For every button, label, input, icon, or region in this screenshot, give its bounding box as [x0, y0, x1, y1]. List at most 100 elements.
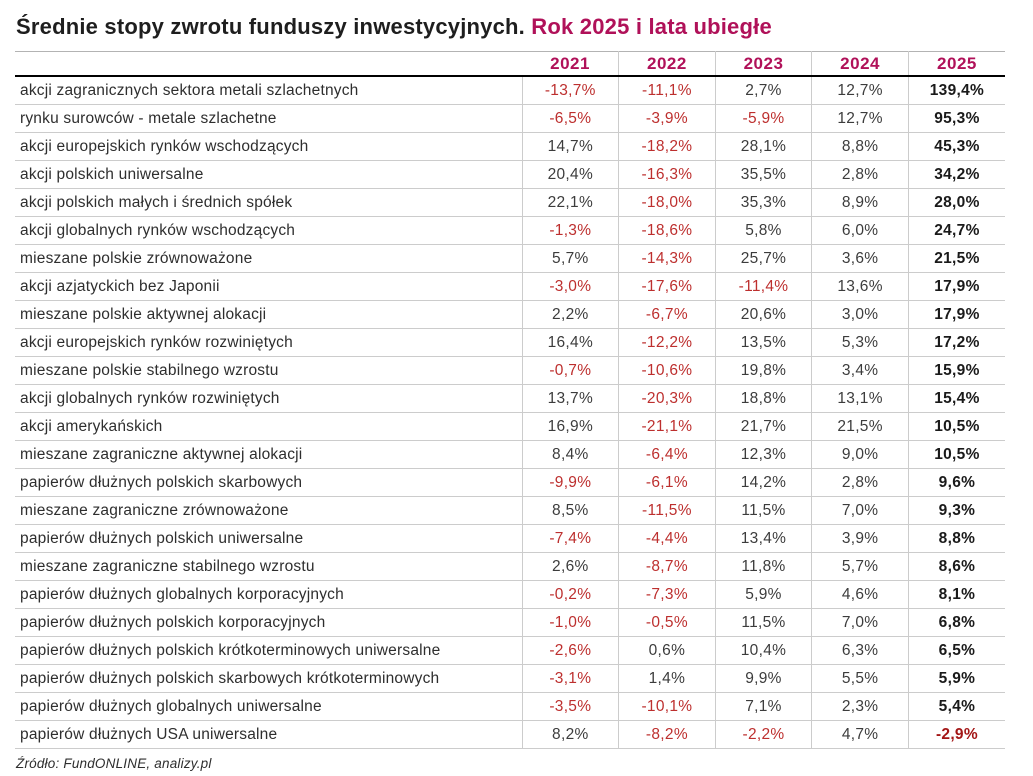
value-cell: 12,7%	[811, 76, 909, 105]
value-cell: 13,6%	[811, 272, 909, 301]
value-cell: 2,8%	[811, 468, 909, 497]
row-label: mieszane polskie zrównoważone	[15, 244, 523, 273]
table-row: mieszane zagraniczne aktywnej alokacji 8,…	[15, 440, 1005, 469]
value-cell: 21,5%	[811, 412, 909, 441]
table-row: mieszane polskie aktywnej alokacji 2,2% -6…	[15, 300, 1005, 329]
value-cell: 20,6%	[714, 300, 812, 329]
value-cell: 5,4%	[907, 692, 1005, 721]
table-row: mieszane zagraniczne stabilnego wzrostu 2…	[15, 552, 1005, 581]
value-cell: 6,3%	[811, 636, 909, 665]
value-cell: 7,0%	[811, 496, 909, 525]
value-cell: -2,2%	[714, 720, 812, 749]
value-cell: 28,1%	[714, 132, 812, 161]
table-row: papierów dłużnych polskich skarbowych kr…	[15, 664, 1005, 693]
row-label: papierów dłużnych polskich uniwersalne	[15, 524, 523, 553]
value-cell: -3,1%	[521, 664, 619, 693]
value-cell: -7,3%	[618, 580, 716, 609]
row-label: akcji polskich małych i średnich spółek	[15, 188, 523, 217]
value-cell: -10,6%	[618, 356, 716, 385]
row-label: mieszane zagraniczne stabilnego wzrostu	[15, 552, 523, 581]
value-cell: -3,0%	[521, 272, 619, 301]
value-cell: 15,4%	[907, 384, 1005, 413]
row-label: rynku surowców - metale szlachetne	[15, 104, 523, 133]
table-row: akcji globalnych rynków rozwiniętych 13,7…	[15, 384, 1005, 413]
value-cell: -5,9%	[714, 104, 812, 133]
table-row: papierów dłużnych polskich korporacyjnyc…	[15, 608, 1005, 637]
value-cell: 9,6%	[907, 468, 1005, 497]
row-label: papierów dłużnych globalnych korporacyjn…	[15, 580, 523, 609]
value-cell: 13,7%	[521, 384, 619, 413]
row-label: mieszane polskie stabilnego wzrostu	[15, 356, 523, 385]
value-cell: -10,1%	[618, 692, 716, 721]
row-label: akcji azjatyckich bez Japonii	[15, 272, 523, 301]
value-cell: 8,8%	[811, 132, 909, 161]
value-cell: -13,7%	[521, 76, 619, 105]
value-cell: 13,4%	[714, 524, 812, 553]
table-row: akcji polskich małych i średnich spółek 2…	[15, 188, 1005, 217]
table-row: papierów dłużnych USA uniwersalne 8,2% -8,…	[15, 720, 1005, 749]
value-cell: -16,3%	[618, 160, 716, 189]
value-cell: 0,6%	[618, 636, 716, 665]
value-cell: 4,7%	[811, 720, 909, 749]
table-row: akcji polskich uniwersalne 20,4% -16,3% 35,…	[15, 160, 1005, 189]
value-cell: 2,7%	[714, 76, 812, 105]
page-title-highlight: Rok 2025 i lata ubiegłe	[524, 14, 772, 39]
table-row: akcji europejskich rynków rozwiniętych 16…	[15, 328, 1005, 357]
row-label: akcji globalnych rynków rozwiniętych	[15, 384, 523, 413]
returns-table: 2021 2022 2023 2024 2025 akcji zagranicznych…	[15, 51, 1005, 749]
row-label: mieszane zagraniczne aktywnej alokacji	[15, 440, 523, 469]
value-cell: 21,7%	[714, 412, 812, 441]
value-cell: -18,6%	[618, 216, 716, 245]
value-cell: 10,5%	[907, 440, 1005, 469]
table-row: papierów dłużnych globalnych korporacyjn…	[15, 580, 1005, 609]
value-cell: 11,8%	[714, 552, 812, 581]
row-label: akcji zagranicznych sektora metali szlac…	[15, 76, 523, 105]
value-cell: -2,6%	[521, 636, 619, 665]
value-cell: -6,1%	[618, 468, 716, 497]
row-label: akcji globalnych rynków wschodzących	[15, 216, 523, 245]
page-title-main: Średnie stopy zwrotu funduszy inwestycyj…	[16, 14, 525, 39]
value-cell: 19,8%	[714, 356, 812, 385]
source-note: Źródło: FundONLINE, analizy.pl	[16, 756, 212, 771]
value-cell: -17,6%	[618, 272, 716, 301]
value-cell: 35,3%	[714, 188, 812, 217]
value-cell: 3,6%	[811, 244, 909, 273]
value-cell: 2,3%	[811, 692, 909, 721]
value-cell: 5,3%	[811, 328, 909, 357]
value-cell: -0,7%	[521, 356, 619, 385]
value-cell: -8,7%	[618, 552, 716, 581]
table-row: akcji europejskich rynków wschodzących 14…	[15, 132, 1005, 161]
table-row: akcji amerykańskich 16,9% -21,1% 21,7% 21,5%…	[15, 412, 1005, 441]
value-cell: 8,8%	[907, 524, 1005, 553]
row-label: papierów dłużnych polskich krótkotermino…	[15, 636, 523, 665]
value-cell: -1,0%	[521, 608, 619, 637]
table-row: akcji globalnych rynków wschodzących -1,3…	[15, 216, 1005, 245]
value-cell: 17,9%	[907, 272, 1005, 301]
value-cell: 45,3%	[907, 132, 1005, 161]
value-cell: 2,2%	[521, 300, 619, 329]
value-cell: -18,0%	[618, 188, 716, 217]
value-cell: -3,5%	[521, 692, 619, 721]
value-cell: 9,0%	[811, 440, 909, 469]
table-row: papierów dłużnych polskich uniwersalne -7…	[15, 524, 1005, 553]
value-cell: 12,7%	[811, 104, 909, 133]
value-cell: 13,1%	[811, 384, 909, 413]
value-cell: 24,7%	[907, 216, 1005, 245]
value-cell: 9,3%	[907, 496, 1005, 525]
table-row: rynku surowców - metale szlachetne -6,5% -…	[15, 104, 1005, 133]
value-cell: 4,6%	[811, 580, 909, 609]
value-cell: -11,5%	[618, 496, 716, 525]
value-cell: 35,5%	[714, 160, 812, 189]
value-cell: -6,7%	[618, 300, 716, 329]
value-cell: -11,1%	[618, 76, 716, 105]
value-cell: 5,5%	[811, 664, 909, 693]
value-cell: 8,9%	[811, 188, 909, 217]
value-cell: 20,4%	[521, 160, 619, 189]
row-label: papierów dłużnych polskich korporacyjnyc…	[15, 608, 523, 637]
value-cell: 34,2%	[907, 160, 1005, 189]
value-cell: -7,4%	[521, 524, 619, 553]
row-label: mieszane zagraniczne zrównoważone	[15, 496, 523, 525]
value-cell: 18,8%	[714, 384, 812, 413]
value-cell: -1,3%	[521, 216, 619, 245]
value-cell: 14,7%	[521, 132, 619, 161]
